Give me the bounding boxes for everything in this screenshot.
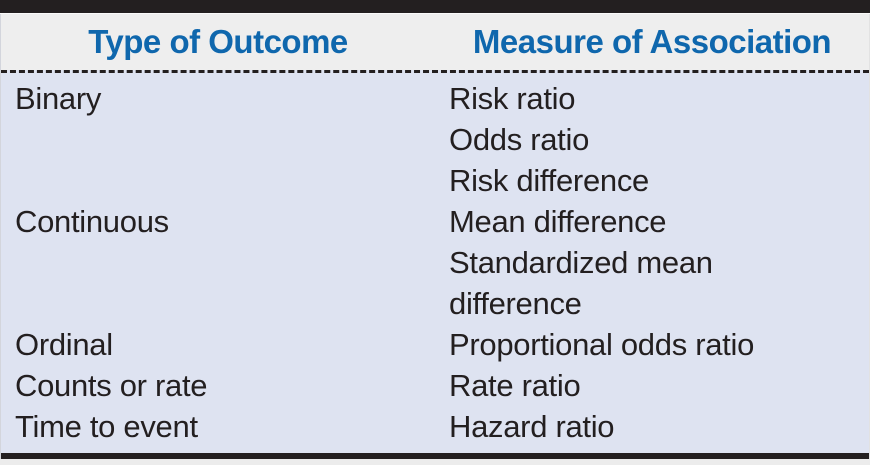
measure-line: Risk ratio [449, 81, 576, 116]
measure-line: Mean difference [449, 204, 667, 239]
measure-cell: Mean difference Standardized mean differ… [436, 201, 869, 324]
table-row-counts-or-rate: Counts or rate Rate ratio [1, 365, 869, 406]
measure-cell: Proportional odds ratio [436, 324, 869, 365]
measure-cell: Hazard ratio [436, 406, 869, 447]
table-row-time-to-event: Time to event Hazard ratio [1, 406, 869, 447]
measure-cell: Risk ratio Odds ratio Risk difference [436, 78, 869, 201]
table-top-rule [0, 0, 870, 14]
measure-line: Hazard ratio [449, 409, 615, 444]
column-header-measure-of-association: Measure of Association [472, 23, 832, 60]
table-bottom-rule [1, 453, 869, 459]
table-row-ordinal: Ordinal Proportional odds ratio [1, 324, 869, 365]
table-header-row: Type of Outcome Measure of Association [1, 14, 869, 70]
measure-line: Odds ratio [449, 122, 590, 157]
outcome-cell: Continuous [15, 204, 169, 239]
table-row-binary: Binary Risk ratio Odds ratio Risk differ… [1, 78, 869, 201]
outcome-cell: Counts or rate [15, 368, 208, 403]
column-header-type-of-outcome: Type of Outcome [88, 23, 348, 60]
table-row-continuous: Continuous Mean difference Standardized … [1, 201, 869, 324]
measure-line: Proportional odds ratio [449, 327, 755, 362]
measure-line: Risk difference [449, 163, 649, 198]
table-content: Type of Outcome Measure of Association B… [0, 14, 870, 459]
outcome-cell: Binary [15, 81, 102, 116]
measure-line: Standardized mean difference [449, 245, 713, 321]
outcome-cell: Time to event [15, 409, 198, 444]
measure-cell: Rate ratio [436, 365, 869, 406]
measure-line: Rate ratio [449, 368, 581, 403]
outcome-cell: Ordinal [15, 327, 113, 362]
table-body: Binary Risk ratio Odds ratio Risk differ… [1, 70, 869, 453]
